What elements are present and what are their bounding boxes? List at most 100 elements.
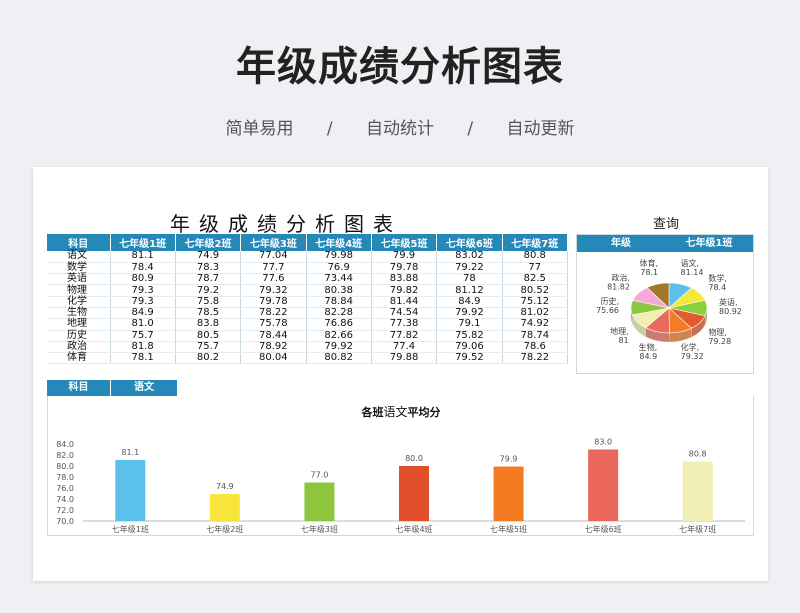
bar[interactable] [682,461,713,521]
score-cell[interactable]: 78.7 [175,273,242,286]
score-cell[interactable]: 80.52 [502,284,569,297]
score-cell[interactable]: 82.28 [306,307,372,320]
score-cell[interactable]: 81.12 [436,284,503,297]
score-cell[interactable]: 74.92 [502,318,569,331]
score-cell[interactable]: 74.9 [175,251,242,263]
bar[interactable] [304,482,335,522]
score-cell[interactable]: 78.84 [306,296,372,308]
score-cell[interactable]: 78.6 [502,341,569,354]
pie-query-value[interactable]: 七年级1班 [685,238,733,249]
score-cell[interactable]: 78.92 [240,341,307,354]
score-cell[interactable]: 78 [436,273,503,286]
score-cell[interactable]: 79.78 [371,262,438,275]
score-cell[interactable]: 77.6 [240,273,307,286]
score-cell[interactable]: 79.22 [436,262,503,275]
x-tick-label: 七年级4班 [395,524,432,534]
score-cell[interactable]: 77.82 [371,330,438,342]
score-cell[interactable]: 75.7 [110,330,176,342]
bar-query-value[interactable]: 语文 [111,380,177,396]
pie-value-label: 78.1 [640,268,658,277]
score-cell[interactable]: 79.2 [175,284,242,297]
score-cell[interactable]: 80.9 [110,273,176,286]
score-cell[interactable]: 83.8 [175,318,242,331]
score-cell[interactable]: 79.88 [371,352,438,365]
score-cell[interactable]: 73.44 [306,273,372,286]
score-cell[interactable]: 79.82 [371,284,438,297]
score-cell[interactable]: 75.8 [175,296,242,308]
score-cell[interactable]: 79.06 [436,341,503,354]
score-cell[interactable]: 77.04 [240,251,307,263]
score-cell[interactable]: 78.4 [110,262,176,275]
bar[interactable] [399,466,429,521]
score-cell[interactable]: 75.78 [240,318,307,331]
score-cell[interactable]: 81.02 [502,307,569,320]
score-cell[interactable]: 80.2 [175,352,242,365]
score-cell[interactable]: 75.12 [502,296,569,308]
score-cell[interactable]: 82.5 [502,273,569,286]
bar[interactable] [209,494,240,521]
table-header-cell: 七年级1班 [110,234,176,251]
score-cell[interactable]: 79.1 [436,318,503,331]
score-cell[interactable]: 81.1 [110,251,176,263]
score-cell[interactable]: 76.9 [306,262,372,275]
pie-label: 体育, [640,258,659,268]
table-row: 政治 81.8 75.7 78.92 79.92 77.4 79.06 78.6 [47,341,569,354]
score-cell[interactable]: 81.44 [371,296,438,308]
subject-cell[interactable]: 地理 [47,318,111,331]
score-cell[interactable]: 80.82 [306,352,372,365]
pie-slice[interactable] [646,282,670,309]
table-row: 语文 81.1 74.9 77.04 79.98 79.9 83.02 80.8 [47,251,569,263]
score-cell[interactable]: 77.7 [240,262,307,275]
score-cell[interactable]: 83.02 [436,251,503,263]
subject-cell[interactable]: 数学 [47,262,111,275]
score-cell[interactable]: 84.9 [436,296,503,308]
score-cell[interactable]: 78.3 [175,262,242,275]
score-cell[interactable]: 74.54 [371,307,438,320]
subject-cell[interactable]: 英语 [47,273,111,286]
score-cell[interactable]: 79.3 [110,296,176,308]
bar-chart: 各班语文平均分 84.0 82.0 80.0 78.0 76.0 74.0 72.0 70.0 8… [56,404,745,534]
bar[interactable] [493,466,524,521]
score-cell[interactable]: 79.98 [306,251,372,263]
score-cell[interactable]: 79.32 [240,284,307,297]
score-cell[interactable]: 78.44 [240,330,307,342]
score-cell[interactable]: 79.92 [436,307,503,320]
score-cell[interactable]: 82.66 [306,330,372,342]
subject-cell[interactable]: 物理 [47,284,111,297]
score-cell[interactable]: 76.86 [306,318,372,331]
score-cell[interactable]: 75.7 [175,341,242,354]
score-cell[interactable]: 78.22 [502,352,569,365]
pie-label: 物理, [708,327,727,337]
score-cell[interactable]: 80.04 [240,352,307,365]
score-cell[interactable]: 79.78 [240,296,307,308]
score-cell[interactable]: 75.82 [436,330,503,342]
score-cell[interactable]: 81.8 [110,341,176,354]
score-cell[interactable]: 78.1 [110,352,176,365]
tag-auto-update: 自动更新 [506,119,575,139]
score-cell[interactable]: 80.8 [502,251,569,263]
score-cell[interactable]: 80.38 [306,284,372,297]
score-cell[interactable]: 77 [502,262,569,275]
score-cell[interactable]: 77.4 [371,341,438,354]
subject-cell[interactable]: 生物 [47,307,111,320]
bar[interactable] [588,449,619,522]
score-cell[interactable]: 79.3 [110,284,176,297]
score-cell[interactable]: 79.92 [306,341,372,354]
score-cell[interactable]: 78.5 [175,307,242,320]
score-cell[interactable]: 78.74 [502,330,569,342]
score-cell[interactable]: 84.9 [110,307,176,320]
subject-cell[interactable]: 历史 [47,330,111,342]
bar[interactable] [115,459,146,521]
subject-cell[interactable]: 语文 [47,251,111,263]
subject-cell[interactable]: 体育 [47,352,111,365]
score-cell[interactable]: 80.5 [175,330,242,342]
score-cell[interactable]: 79.52 [436,352,503,365]
subject-cell[interactable]: 化学 [47,296,111,308]
pie-value-label: 79.28 [708,337,731,346]
score-cell[interactable]: 77.38 [371,318,438,331]
subject-cell[interactable]: 政治 [47,341,111,354]
score-cell[interactable]: 79.9 [371,251,438,263]
score-cell[interactable]: 78.22 [240,307,307,320]
score-cell[interactable]: 81.0 [110,318,176,331]
score-cell[interactable]: 83.88 [371,273,438,286]
